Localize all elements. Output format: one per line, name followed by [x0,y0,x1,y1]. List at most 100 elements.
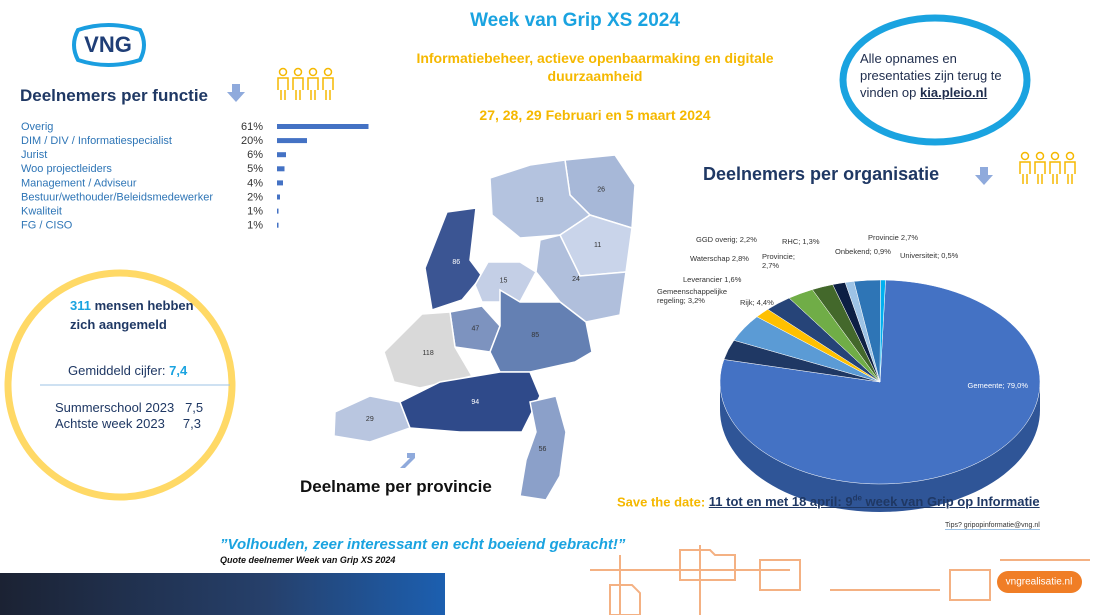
slice-label: Waterschap 2,8% [690,254,749,263]
score-table: Summerschool 2023 7,5 Achtste week 2023 … [55,400,203,432]
slice-label: Leverancier 1,6% [683,275,742,284]
slice-label: Universiteit; 0,5% [900,251,959,260]
save-sup: de [852,494,862,503]
category-label: Overig [21,121,53,133]
person-head [1035,151,1045,161]
person-body [277,77,289,100]
value-label: 2% [247,191,263,203]
provincie-title: Deelname per provincie [300,477,492,496]
slice-label: Rijk; 4,4% [740,298,774,307]
notice-bubble [839,14,1031,146]
bar-chart: Overig 61% DIM / DIV / Informatiespecialis… [21,121,369,232]
logo-text: VNG [84,32,132,57]
person-body [292,77,304,100]
average: Gemiddeld cijfer: 7,4 [68,363,187,378]
category-label: FG / CISO [21,220,73,232]
title: Week van Grip XS 2024 [470,10,680,31]
score-label: Achtste week 2023 [55,416,165,431]
person-head [1065,151,1075,161]
save-rest: week van Grip op Informatie [861,494,1040,510]
functie-title: Deelnemers per functie [20,86,209,105]
count: 311 mensen hebben zich aangemeld [70,296,210,334]
save-the-date: Save the date: 11 tot en met 18 april: 9… [617,494,1040,509]
person-head [1050,151,1060,161]
bar [277,194,280,200]
bar [277,152,286,158]
province-value: 15 [500,278,508,285]
score-row: Summerschool 2023 7,5 [55,400,203,416]
province [519,395,567,501]
bar [277,222,279,228]
province [383,311,474,389]
category-label: DIM / DIV / Informatiespecialist [21,135,172,147]
deco-icons [590,545,1090,615]
map: 26 19 11 86 15 24 47 85 118 29 94 56 [333,154,636,501]
average-label: Gemiddeld cijfer: [68,363,166,378]
quote: ”Volhouden, zeer interessant en echt boe… [220,536,626,553]
up-arrow [400,453,415,468]
notice-link[interactable]: kia.pleio.nl [920,85,988,100]
slice-label: regeling; 3,2% [657,296,705,305]
notice-text: Alle opnames en presentaties zijn terug … [860,51,1002,100]
province-value: 29 [366,416,374,423]
category-label: Bestuur/wethouder/Beleidsmedewerker [21,191,213,203]
province-value: 24 [572,276,580,283]
pie-chart: Gemeente; 79,0% Gemeenschappelijkeregelin… [657,233,1041,512]
person-head [308,67,318,77]
logo-frame [72,23,146,67]
province [535,234,627,323]
person-head [293,67,303,77]
save-text: 11 tot en met 18 april: 9de week van Gri… [709,494,1040,509]
slice-label: Provincie 2,7% [868,233,918,242]
save-label: Save the date: [617,494,706,510]
province-value: 19 [536,197,544,204]
category-label: Jurist [21,149,47,161]
slice-label: Onbekend; 0,9% [835,247,891,256]
category-label: Kwaliteit [21,206,62,218]
province-value: 94 [471,399,479,406]
slice-label: Gemeenschappelijke [657,287,727,296]
value-label: 1% [247,206,263,218]
slice-label: GGD overig; 2,2% [696,235,757,244]
person-body [1064,161,1076,184]
save-date: 11 tot en met 18 april: 9 [708,494,853,510]
slice-label: 2,7% [762,261,779,270]
person-body [1019,161,1031,184]
icons [227,84,993,468]
score-value: 7,5 [185,400,204,415]
value-label: 61% [241,121,263,133]
bar [277,124,369,129]
province-value: 118 [423,350,434,357]
pie-slice [879,279,886,383]
slice-label: RHC; 1,3% [782,237,820,246]
category-label: Management / Adviseur [21,177,137,189]
score-label: Summerschool 2023 [55,400,175,415]
count-text: mensen hebben zich aangemeld [70,298,194,332]
photo [0,573,445,615]
province-value: 47 [472,325,480,332]
province [489,288,593,373]
person-head [1020,151,1030,161]
province [424,207,483,311]
down-arrow [975,167,993,185]
count-value: 311 [70,298,91,313]
province-value: 26 [597,187,605,194]
person-body [1049,161,1061,184]
person-body [322,77,334,100]
notice: Alle opnames en presentaties zijn terug … [860,50,1020,101]
pie-side [720,382,1040,512]
subtitle: Informatiebeheer, actieve openbaarmaking… [416,50,774,84]
slice-label: Gemeente; 79,0% [968,381,1029,390]
person-head [323,67,333,77]
person-head [278,67,288,77]
person-body [1034,161,1046,184]
bar [277,180,283,186]
value-label: 6% [247,149,263,161]
person-body [307,77,319,100]
province-value: 85 [531,332,539,339]
slice-label: Provincie; [762,252,795,261]
value-label: 20% [241,135,263,147]
score-value: 7,3 [182,416,201,431]
